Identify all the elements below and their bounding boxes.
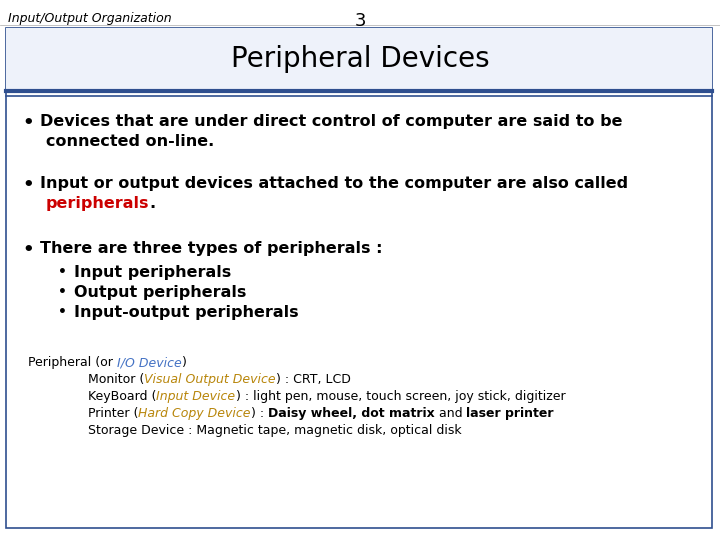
- FancyBboxPatch shape: [6, 28, 712, 528]
- Text: connected on-line.: connected on-line.: [46, 134, 215, 149]
- Text: .: .: [150, 196, 156, 211]
- Text: Input Device: Input Device: [156, 390, 235, 403]
- Text: Input peripherals: Input peripherals: [74, 265, 231, 280]
- Text: Input-output peripherals: Input-output peripherals: [74, 305, 299, 320]
- Text: Visual Output Device: Visual Output Device: [144, 373, 276, 386]
- Text: Input/Output Organization: Input/Output Organization: [8, 12, 171, 25]
- Text: KeyBoard (: KeyBoard (: [88, 390, 156, 403]
- Text: Peripheral Devices: Peripheral Devices: [230, 45, 490, 73]
- Text: and: and: [435, 407, 467, 420]
- Text: Hard Copy Device: Hard Copy Device: [138, 407, 251, 420]
- Text: 3: 3: [354, 12, 366, 30]
- Text: ) : light pen, mouse, touch screen, joy stick, digitizer: ) : light pen, mouse, touch screen, joy …: [235, 390, 565, 403]
- Text: laser printer: laser printer: [467, 407, 554, 420]
- Text: There are three types of peripherals :: There are three types of peripherals :: [40, 241, 382, 256]
- Text: Input or output devices attached to the computer are also called: Input or output devices attached to the …: [40, 176, 628, 191]
- Text: •: •: [58, 285, 67, 299]
- Text: •: •: [58, 265, 67, 279]
- Text: I/O Device: I/O Device: [117, 356, 181, 369]
- Text: peripherals: peripherals: [46, 196, 150, 211]
- Text: •: •: [22, 176, 34, 194]
- Text: ) : CRT, LCD: ) : CRT, LCD: [276, 373, 351, 386]
- Text: Daisy wheel, dot matrix: Daisy wheel, dot matrix: [268, 407, 435, 420]
- Text: Devices that are under direct control of computer are said to be: Devices that are under direct control of…: [40, 114, 623, 129]
- Text: Printer (: Printer (: [88, 407, 138, 420]
- Text: ) :: ) :: [251, 407, 268, 420]
- Text: Monitor (: Monitor (: [88, 373, 144, 386]
- Text: •: •: [22, 114, 34, 132]
- Text: Storage Device : Magnetic tape, magnetic disk, optical disk: Storage Device : Magnetic tape, magnetic…: [88, 424, 462, 437]
- Text: Output peripherals: Output peripherals: [74, 285, 246, 300]
- Text: •: •: [22, 241, 34, 259]
- Text: •: •: [58, 305, 67, 319]
- Text: ): ): [181, 356, 186, 369]
- Text: Peripheral (or: Peripheral (or: [28, 356, 117, 369]
- FancyBboxPatch shape: [6, 28, 712, 90]
